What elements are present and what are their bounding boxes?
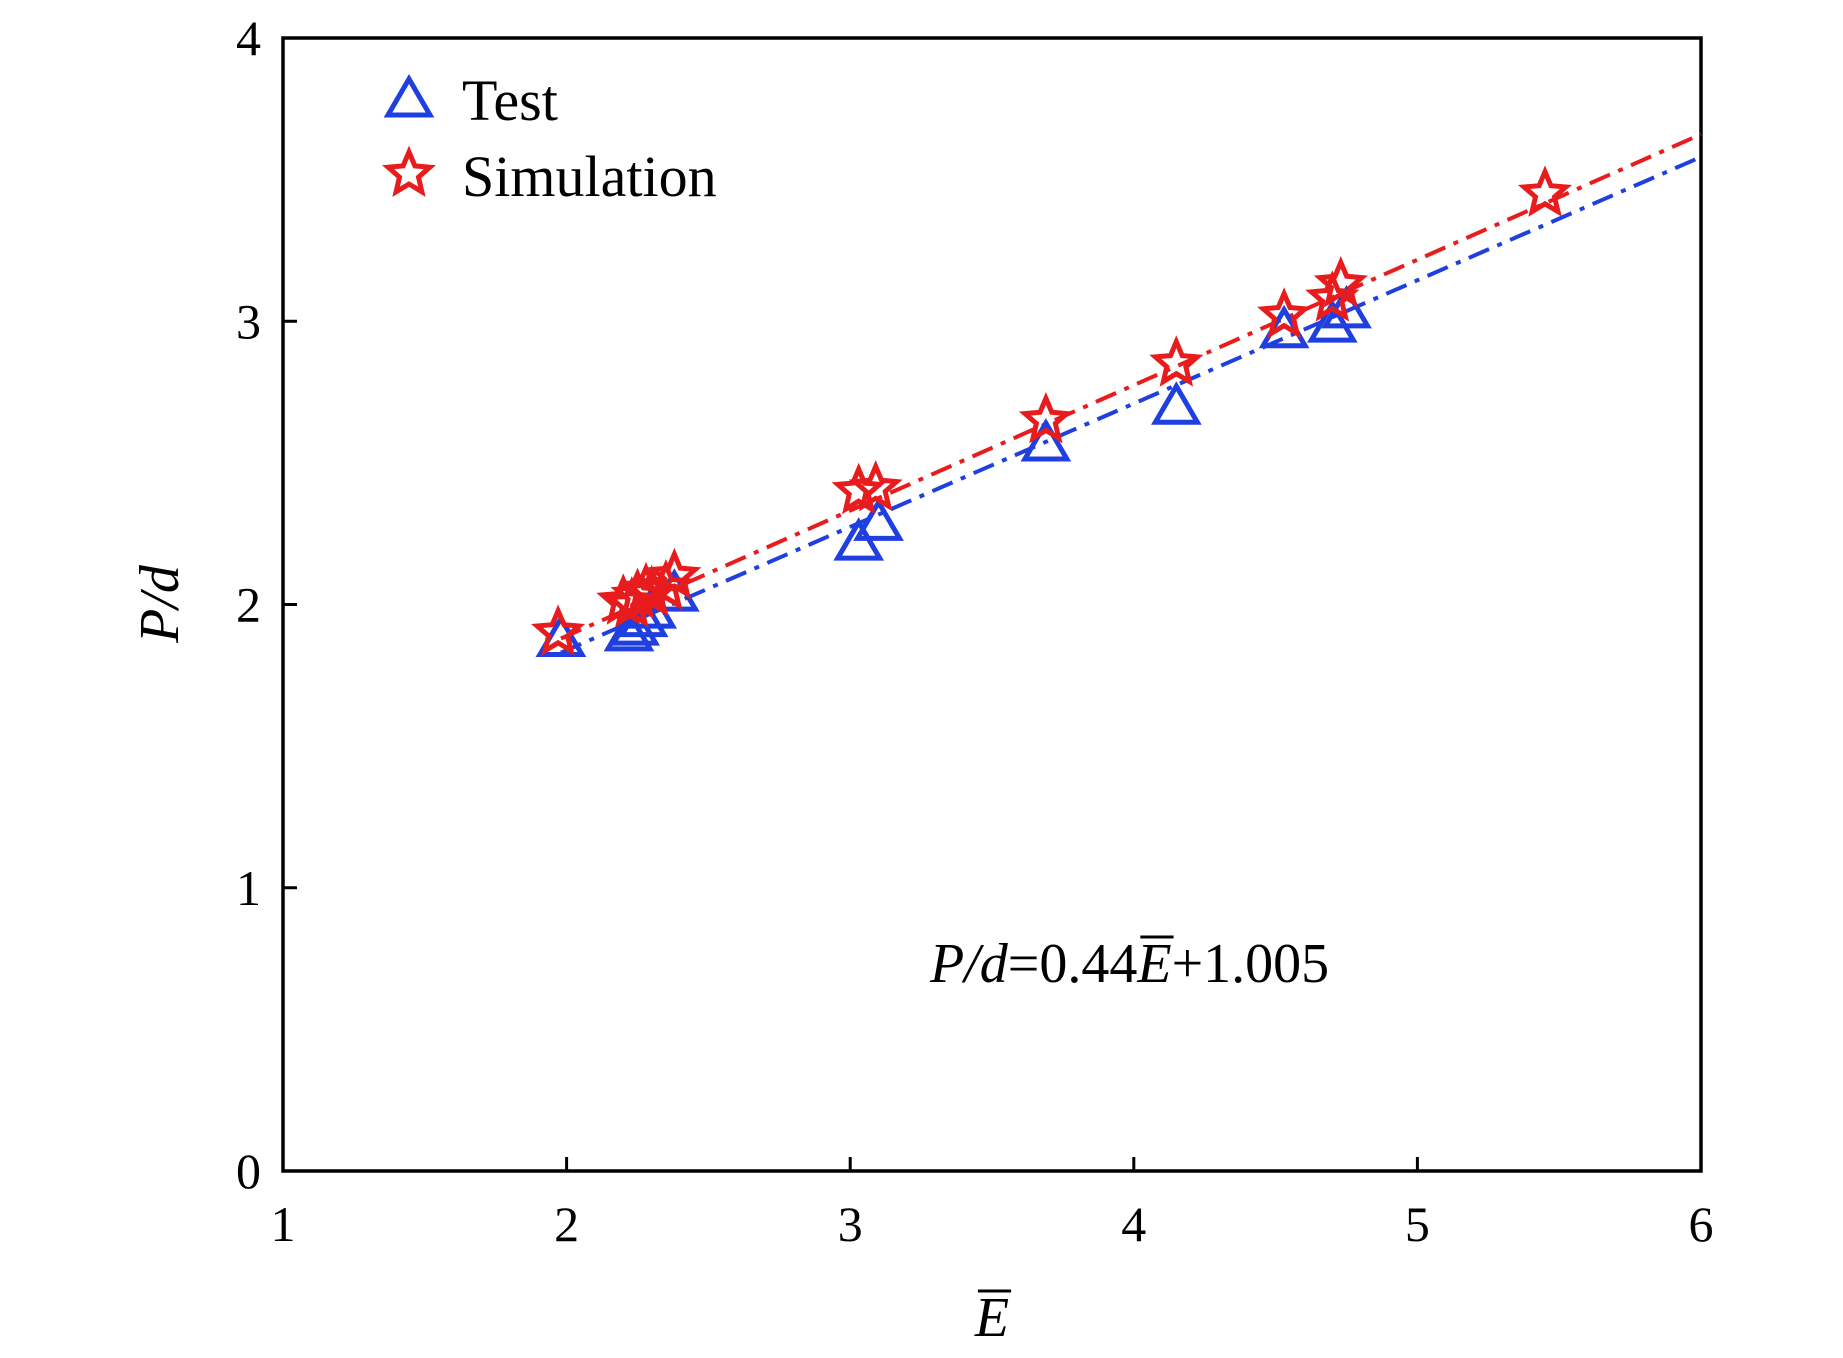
test-point	[1020, 418, 1072, 462]
simulation-point	[1149, 335, 1204, 387]
test-point	[853, 497, 904, 541]
fit-equation-coef: =0.44	[1008, 933, 1138, 995]
legend-label-test: Test	[462, 68, 558, 133]
simulation-point	[531, 604, 586, 656]
legend-triangle-icon	[383, 74, 435, 118]
y-tick-label: 1	[236, 860, 261, 916]
fit-equation-rhs: +1.005	[1172, 933, 1330, 995]
legend: Test Simulation	[382, 68, 717, 209]
fit-line-test	[560, 155, 1702, 655]
simulation-point	[831, 462, 886, 515]
y-tick-label: 3	[236, 293, 261, 349]
simulation-point	[848, 460, 903, 512]
x-tick-label: 4	[1121, 1196, 1146, 1252]
legend-marker-simulation	[382, 145, 436, 198]
y-axis-label: P/d	[129, 564, 191, 644]
test-point	[1150, 381, 1202, 425]
x-tick-label: 6	[1689, 1196, 1714, 1252]
simulation-point	[1257, 287, 1312, 339]
x-axis-label: E	[974, 1287, 1009, 1349]
y-tick-label: 4	[236, 10, 261, 66]
fit-line-simulation	[560, 132, 1702, 641]
x-tick-label: 2	[554, 1196, 579, 1252]
x-tick-label: 5	[1405, 1196, 1430, 1252]
simulation-point	[1305, 270, 1360, 322]
y-tick-label: 0	[236, 1143, 261, 1199]
fit-lines	[560, 132, 1702, 655]
simulation-point	[1313, 255, 1368, 308]
simulation-point	[1518, 165, 1572, 217]
x-tick-label: 1	[271, 1196, 296, 1252]
legend-marker-test	[383, 74, 435, 118]
simulation-point	[1018, 392, 1073, 444]
x-tick-label: 3	[838, 1196, 863, 1252]
y-tick-label: 2	[236, 577, 261, 633]
fit-equation-variable: E	[1136, 933, 1171, 995]
simulation-point	[647, 547, 702, 600]
legend-star-icon	[382, 145, 436, 198]
test-point	[1306, 299, 1358, 343]
fit-equation-lhs: P/d	[929, 933, 1009, 995]
axis-ticks	[281, 36, 1703, 1173]
fit-equation: P/d=0.44E+1.005	[929, 933, 1329, 995]
legend-label-simulation: Simulation	[462, 144, 717, 209]
data-markers	[531, 165, 1572, 657]
